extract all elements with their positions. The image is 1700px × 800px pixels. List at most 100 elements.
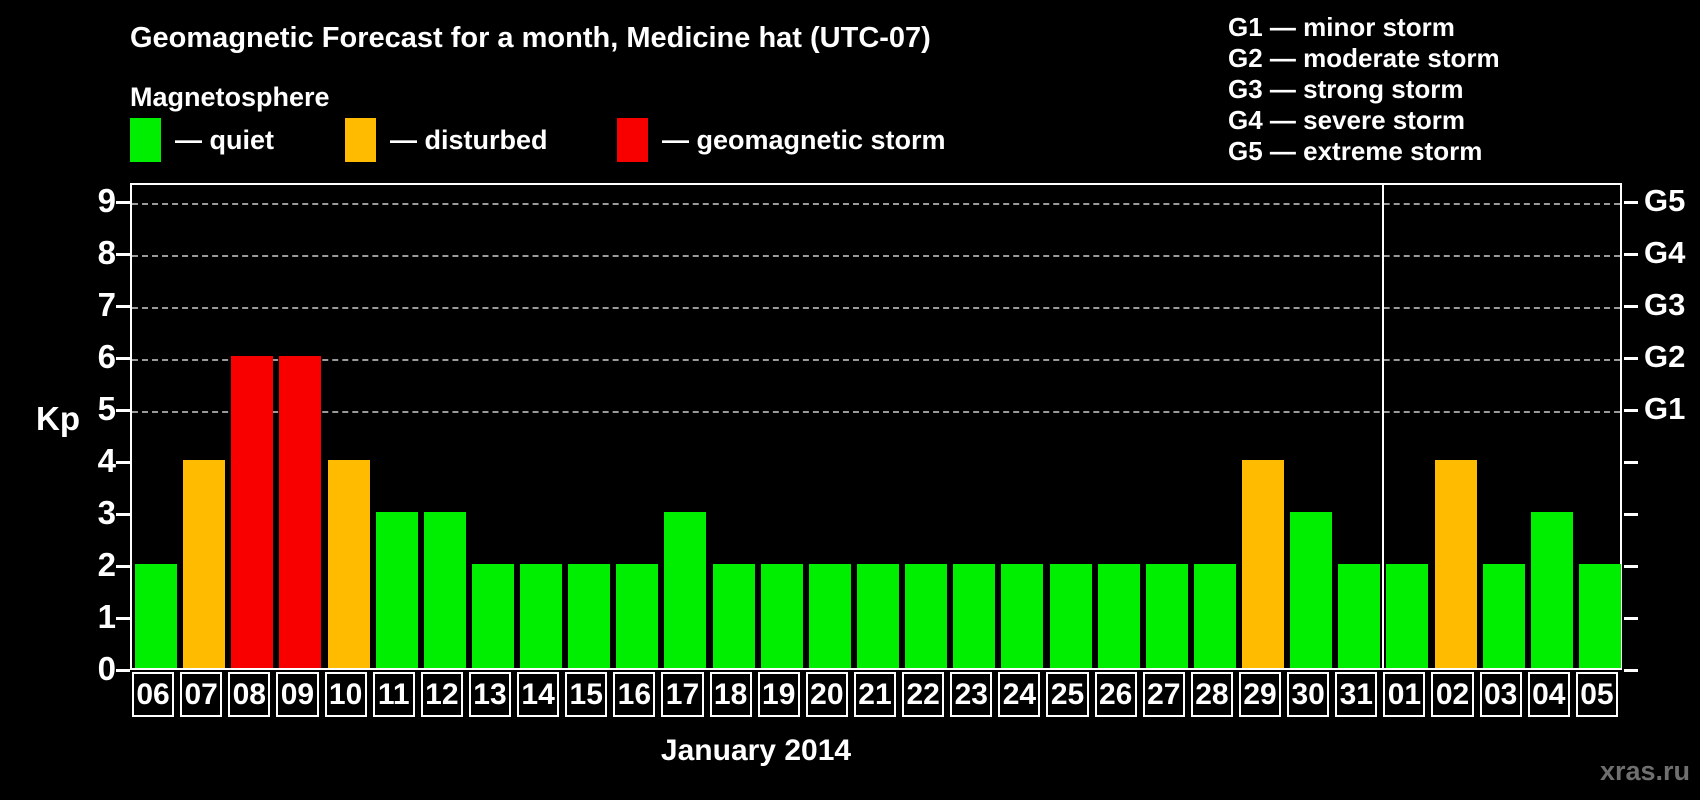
gridline-kp6 bbox=[132, 359, 1620, 361]
right-tick-kp0 bbox=[1624, 669, 1638, 672]
right-axis-label-g2: G2 bbox=[1644, 339, 1686, 374]
bar-day-14 bbox=[520, 564, 563, 668]
day-label-08: 08 bbox=[228, 672, 271, 717]
left-tick-kp1 bbox=[116, 617, 130, 620]
day-label-18: 18 bbox=[709, 672, 752, 717]
bar-day-16 bbox=[616, 564, 659, 668]
day-label-31: 31 bbox=[1335, 672, 1378, 717]
day-label-12: 12 bbox=[420, 672, 463, 717]
g-scale-legend: G1 — minor storm G2 — moderate storm G3 — … bbox=[1228, 12, 1500, 167]
bar-day-09 bbox=[279, 356, 322, 668]
bar-day-25 bbox=[1049, 564, 1092, 668]
day-label-27: 27 bbox=[1142, 672, 1185, 717]
day-label-07: 07 bbox=[180, 672, 223, 717]
y-tick-label-3: 3 bbox=[97, 494, 116, 531]
watermark: xras.ru bbox=[1599, 756, 1690, 786]
y-tick-label-1: 1 bbox=[97, 598, 116, 635]
bar-day-26 bbox=[1097, 564, 1140, 668]
y-tick-label-4: 4 bbox=[97, 442, 116, 479]
bar-day-21 bbox=[857, 564, 899, 668]
right-tick-kp9 bbox=[1624, 201, 1638, 204]
left-tick-kp2 bbox=[116, 565, 130, 568]
bar-day-24 bbox=[1001, 564, 1044, 668]
right-axis-label-g1: G1 bbox=[1644, 391, 1686, 426]
day-label-23: 23 bbox=[950, 672, 993, 717]
day-label-28: 28 bbox=[1190, 672, 1233, 717]
x-axis-title: January 2014 bbox=[660, 734, 852, 767]
day-label-15: 15 bbox=[565, 672, 608, 717]
y-tick-label-9: 9 bbox=[97, 182, 116, 219]
g-legend-line-g5: G5 — extreme storm bbox=[1228, 136, 1483, 166]
bar-day-18 bbox=[712, 564, 755, 668]
day-label-02: 02 bbox=[1431, 672, 1474, 717]
legend-label-disturbed: — disturbed bbox=[390, 125, 548, 155]
y-tick-label-7: 7 bbox=[97, 286, 116, 323]
y-tick-label-5: 5 bbox=[97, 390, 116, 427]
right-axis-label-g3: G3 bbox=[1644, 287, 1686, 322]
gridline-kp5 bbox=[132, 411, 1620, 413]
legend-swatch-storm bbox=[617, 118, 648, 162]
left-tick-kp7 bbox=[116, 305, 130, 308]
bar-day-11 bbox=[375, 512, 418, 668]
bar-day-27 bbox=[1145, 564, 1188, 668]
left-tick-kp3 bbox=[116, 513, 130, 516]
bar-day-05 bbox=[1578, 564, 1621, 668]
day-label-20: 20 bbox=[805, 672, 848, 717]
bar-day-02 bbox=[1434, 460, 1477, 668]
day-label-16: 16 bbox=[613, 672, 656, 717]
bar-day-12 bbox=[423, 512, 466, 668]
legend-swatch-disturbed bbox=[345, 118, 376, 162]
left-tick-kp5 bbox=[116, 409, 130, 412]
month-boundary-line bbox=[1382, 185, 1385, 668]
g-legend-line-g1: G1 — minor storm bbox=[1228, 12, 1455, 42]
day-label-05: 05 bbox=[1575, 672, 1618, 717]
bar-day-22 bbox=[905, 564, 948, 668]
day-label-03: 03 bbox=[1479, 672, 1522, 717]
right-axis-label-g4: G4 bbox=[1644, 235, 1686, 270]
bar-day-17 bbox=[664, 512, 707, 668]
day-label-14: 14 bbox=[517, 672, 560, 717]
y-axis-title: Kp bbox=[36, 400, 80, 437]
day-label-19: 19 bbox=[757, 672, 800, 717]
right-axis-label-g5: G5 bbox=[1644, 183, 1686, 218]
right-tick-kp3 bbox=[1624, 513, 1638, 516]
day-label-17: 17 bbox=[661, 672, 704, 717]
day-label-29: 29 bbox=[1238, 672, 1282, 717]
day-label-13: 13 bbox=[468, 672, 512, 717]
day-label-25: 25 bbox=[1046, 672, 1089, 717]
y-tick-label-8: 8 bbox=[97, 234, 116, 271]
right-tick-kp5 bbox=[1624, 409, 1638, 412]
legend-label-quiet: — quiet bbox=[175, 125, 274, 155]
gridline-kp8 bbox=[132, 255, 1620, 257]
bar-day-13 bbox=[471, 564, 514, 668]
right-tick-kp2 bbox=[1624, 565, 1638, 568]
day-label-06: 06 bbox=[132, 672, 175, 717]
bar-day-04 bbox=[1530, 512, 1573, 668]
bar-day-15 bbox=[568, 564, 611, 668]
left-tick-kp6 bbox=[116, 357, 130, 360]
bar-day-30 bbox=[1290, 512, 1333, 668]
bar-day-29 bbox=[1242, 460, 1285, 668]
g-legend-line-g4: G4 — severe storm bbox=[1228, 105, 1466, 135]
day-label-26: 26 bbox=[1094, 672, 1137, 717]
day-label-01: 01 bbox=[1383, 672, 1426, 717]
legend-label-storm: — geomagnetic storm bbox=[662, 125, 946, 155]
left-tick-kp0 bbox=[116, 669, 130, 672]
bar-day-03 bbox=[1482, 564, 1525, 668]
bar-day-31 bbox=[1338, 564, 1381, 668]
day-label-30: 30 bbox=[1287, 672, 1330, 717]
right-tick-kp4 bbox=[1624, 461, 1638, 464]
bar-day-23 bbox=[953, 564, 996, 668]
right-tick-kp1 bbox=[1624, 617, 1638, 620]
plot-area bbox=[130, 183, 1622, 670]
bar-day-07 bbox=[183, 460, 226, 668]
day-label-11: 11 bbox=[372, 672, 415, 717]
left-tick-kp4 bbox=[116, 461, 130, 464]
bar-day-20 bbox=[808, 564, 851, 668]
day-label-22: 22 bbox=[902, 672, 945, 717]
left-tick-kp9 bbox=[116, 201, 130, 204]
left-tick-kp8 bbox=[116, 253, 130, 256]
bar-day-06 bbox=[135, 564, 178, 668]
g-legend-line-g3: G3 — strong storm bbox=[1228, 74, 1464, 104]
